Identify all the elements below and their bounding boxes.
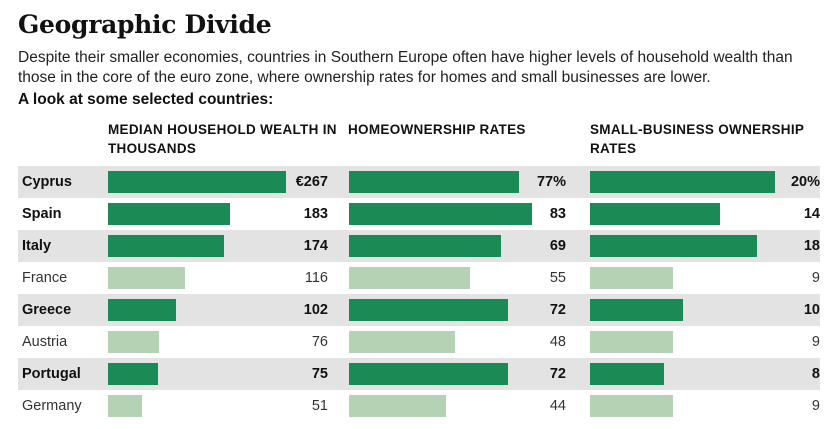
- bar-homeownership: [349, 299, 508, 321]
- bar-wealth: [108, 203, 230, 225]
- table-row: Cyprus €267 77% 20%: [18, 166, 820, 198]
- country-label: Spain: [22, 206, 62, 222]
- bar-small-business: [590, 395, 673, 417]
- bar-homeownership: [349, 331, 455, 353]
- value-label: €267: [295, 174, 328, 190]
- value-label: 18: [803, 238, 820, 254]
- chart-lead: A look at some selected countries:: [18, 91, 274, 108]
- chart-title: Geographic Divide: [18, 10, 272, 39]
- country-label: Portugal: [22, 366, 81, 382]
- country-label: Greece: [22, 302, 72, 318]
- column-header-homeownership: HOMEOWNERSHIP RATES: [348, 122, 526, 137]
- bar-small-business: [590, 331, 673, 353]
- value-label: 102: [303, 302, 328, 318]
- country-label: Austria: [22, 334, 68, 350]
- value-label: 69: [549, 238, 566, 254]
- bar-wealth: [108, 235, 224, 257]
- bar-wealth: [108, 395, 142, 417]
- bar-wealth: [108, 267, 185, 289]
- bar-homeownership: [349, 363, 508, 385]
- value-label: 75: [311, 366, 328, 382]
- value-label: 9: [811, 398, 820, 414]
- bar-small-business: [590, 171, 775, 193]
- country-label: Italy: [22, 238, 52, 254]
- value-label: 14: [803, 206, 820, 222]
- value-label: 72: [549, 302, 566, 318]
- bar-homeownership: [349, 171, 519, 193]
- bar-homeownership: [349, 267, 470, 289]
- table-row: Portugal 75 72 8: [18, 358, 820, 390]
- column-header-wealth: MEDIAN HOUSEHOLD WEALTH IN THOUSANDS: [108, 122, 337, 156]
- value-label: 76: [311, 334, 328, 350]
- bar-small-business: [590, 203, 720, 225]
- table-row: Germany 51 44 9: [18, 390, 820, 422]
- table-row: Austria 76 48 9: [18, 326, 820, 358]
- value-label: 8: [811, 366, 820, 382]
- value-label: 9: [811, 270, 820, 286]
- value-label: 48: [549, 334, 566, 350]
- value-label: 51: [311, 398, 328, 414]
- country-label: France: [22, 270, 68, 286]
- value-label: 55: [549, 270, 566, 286]
- country-label: Cyprus: [22, 174, 72, 190]
- value-label: 10: [803, 302, 820, 318]
- value-label: 183: [303, 206, 328, 222]
- table-row: Spain 183 83 14: [18, 198, 820, 230]
- bar-small-business: [590, 363, 664, 385]
- value-label: 44: [549, 398, 566, 414]
- bar-wealth: [108, 299, 176, 321]
- value-label: 20%: [790, 174, 820, 190]
- value-label: 174: [303, 238, 328, 254]
- value-label: 116: [304, 270, 328, 286]
- bar-small-business: [590, 235, 757, 257]
- bar-small-business: [590, 299, 683, 321]
- column-header-small-business: SMALL-BUSINESS OWNERSHIP RATES: [590, 122, 804, 156]
- bar-small-business: [590, 267, 673, 289]
- bar-wealth: [108, 171, 286, 193]
- bar-wealth: [108, 363, 158, 385]
- value-label: 9: [811, 334, 820, 350]
- bar-homeownership: [349, 395, 446, 417]
- value-label: 72: [549, 366, 566, 382]
- table-row: France 116 55 9: [18, 262, 820, 294]
- country-label: Germany: [22, 398, 82, 414]
- table-row: Greece 102 72 10: [18, 294, 820, 326]
- value-label: 77%: [536, 174, 566, 190]
- chart-subtitle: Despite their smaller economies, countri…: [18, 49, 793, 86]
- bar-homeownership: [349, 235, 501, 257]
- table-row: Italy 174 69 18: [18, 230, 820, 262]
- value-label: 83: [549, 206, 566, 222]
- bar-wealth: [108, 331, 159, 353]
- bar-homeownership: [349, 203, 532, 225]
